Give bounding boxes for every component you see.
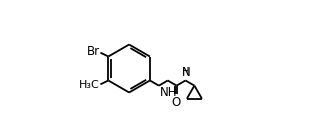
Text: Br: Br [87,45,100,58]
Text: O: O [171,96,180,109]
Text: N: N [181,66,190,79]
Text: H₃C: H₃C [79,80,100,90]
Text: H: H [182,67,190,77]
Text: NH: NH [159,86,177,99]
